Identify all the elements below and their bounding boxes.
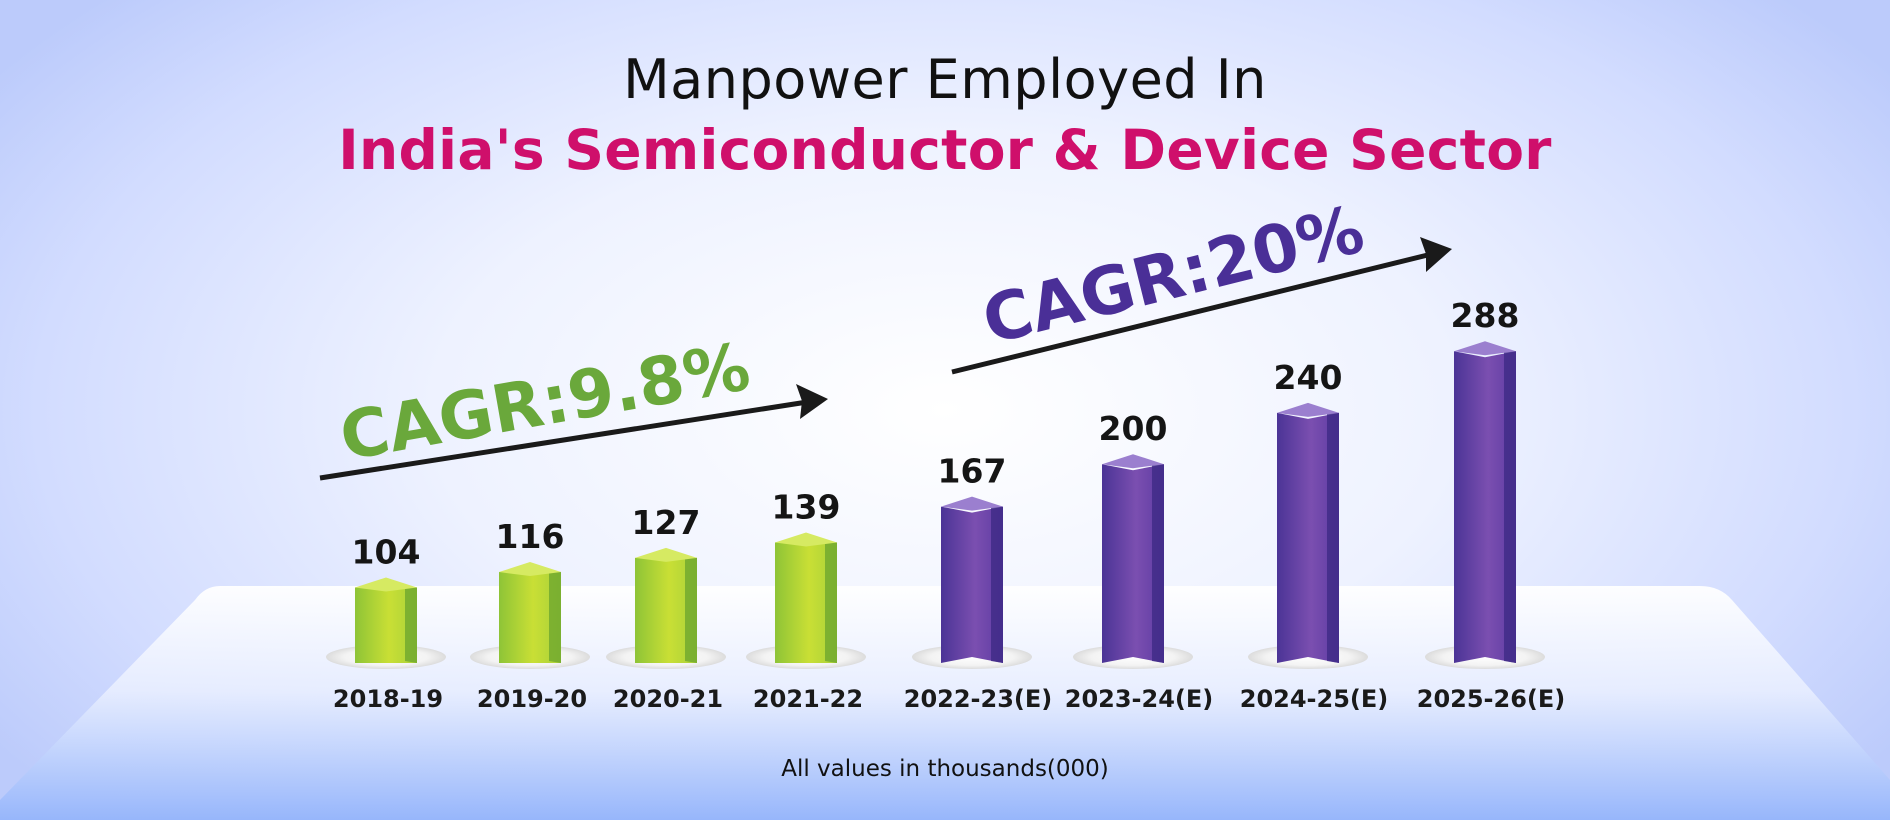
bar-side-2024-25(E) [1327, 410, 1339, 663]
cagr-annotation-estimate: CAGR:20% [951, 191, 1452, 375]
bar-body-2023-24(E) [1102, 464, 1164, 663]
bar-cap-2018-19 [355, 577, 417, 592]
bar-side-2023-24(E) [1152, 462, 1164, 663]
category-label-2024-25(E): 2024-25(E) [1240, 685, 1389, 713]
value-label-2023-24(E): 200 [1099, 409, 1168, 448]
chart-title-line1: Manpower Employed In [623, 48, 1267, 111]
bar-cap-2020-21 [635, 547, 697, 562]
value-label-2019-20: 116 [496, 517, 565, 556]
cagr-label-actual: CAGR:9.8% [334, 328, 755, 476]
bar-body-2021-22 [775, 542, 837, 663]
bar-cap-2023-24(E) [1102, 454, 1164, 469]
cagr-arrow-estimate-head [1420, 237, 1452, 272]
bar-side-2018-19 [405, 585, 417, 663]
cagr-arrow-actual [319, 397, 821, 481]
bar-body-2018-19 [355, 587, 417, 663]
value-label-2021-22: 139 [772, 488, 841, 527]
category-label-2018-19: 2018-19 [333, 685, 443, 713]
category-label-2021-22: 2021-22 [753, 685, 863, 713]
bar-2018-19 [355, 577, 417, 663]
category-label-2020-21: 2020-21 [613, 685, 723, 713]
value-label-2022-23(E): 167 [938, 452, 1007, 491]
value-label-2018-19: 104 [352, 532, 421, 571]
bar-body-2025-26(E) [1454, 351, 1516, 663]
category-label-2022-23(E): 2022-23(E) [904, 685, 1053, 713]
bar-2020-21 [635, 547, 697, 663]
bar-side-2021-22 [825, 540, 837, 663]
labels-layer: 104 2018-19 116 2019-20 127 2020-21 139 2021-22… [333, 296, 1565, 713]
category-label-2019-20: 2019-20 [477, 685, 587, 713]
bar-cap-2019-20 [499, 562, 561, 577]
value-label-2024-25(E): 240 [1274, 358, 1343, 397]
bar-cap-2022-23(E) [941, 496, 1003, 511]
units-footnote: All values in thousands(000) [781, 756, 1109, 782]
bar-side-2020-21 [685, 555, 697, 663]
bar-2021-22 [775, 532, 837, 663]
bar-side-2022-23(E) [991, 504, 1003, 663]
bar-2022-23(E) [941, 496, 1003, 663]
bar-body-2020-21 [635, 557, 697, 663]
bar-2023-24(E) [1102, 454, 1164, 663]
bar-cap-2021-22 [775, 532, 837, 547]
value-label-2025-26(E): 288 [1451, 296, 1520, 335]
bar-2025-26(E) [1454, 341, 1516, 663]
value-label-2020-21: 127 [632, 503, 701, 542]
chart-title-line2: India's Semiconductor & Device Sector [338, 118, 1552, 182]
platform [0, 586, 1890, 820]
bar-side-2025-26(E) [1504, 349, 1516, 663]
bars-layer [326, 341, 1545, 669]
bar-body-2022-23(E) [941, 506, 1003, 663]
bar-cap-2024-25(E) [1277, 402, 1339, 417]
cagr-label-estimate: CAGR:20% [975, 191, 1371, 360]
bar-cap-2025-26(E) [1454, 341, 1516, 356]
bar-2024-25(E) [1277, 402, 1339, 663]
bar-side-2019-20 [549, 570, 561, 663]
bar-2019-20 [499, 562, 561, 663]
bar-body-2019-20 [499, 572, 561, 663]
category-label-2025-26(E): 2025-26(E) [1417, 685, 1566, 713]
bar-body-2024-25(E) [1277, 412, 1339, 663]
category-label-2023-24(E): 2023-24(E) [1065, 685, 1214, 713]
cagr-arrow-estimate [951, 249, 1441, 375]
cagr-arrow-actual-head [796, 384, 828, 419]
cagr-annotation-actual: CAGR:9.8% [319, 328, 828, 481]
